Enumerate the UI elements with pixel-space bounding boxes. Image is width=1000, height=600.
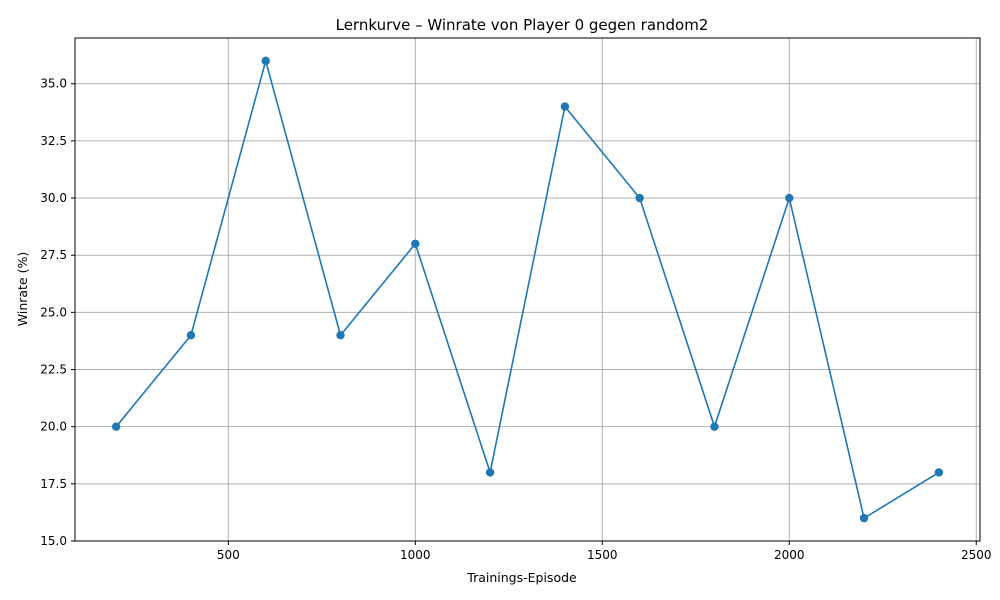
data-point [859, 513, 869, 523]
data-point [261, 56, 270, 66]
data-point [186, 331, 196, 340]
x-tick-label: 500 [217, 548, 240, 562]
y-tick-label: 35.0 [40, 77, 67, 91]
y-tick-label: 32.5 [40, 134, 67, 148]
y-axis-title: Winrate (%) [15, 252, 30, 326]
series-layer [111, 56, 944, 523]
data-point [710, 422, 719, 431]
x-axis-title: Trainings-Episode [466, 570, 577, 585]
y-tick-label: 20.0 [40, 420, 67, 434]
y-tick-label: 17.5 [40, 477, 67, 491]
data-point [934, 468, 944, 477]
y-tick-label: 22.5 [40, 363, 67, 377]
x-tick-label: 1500 [587, 548, 618, 562]
data-point [560, 102, 570, 111]
plot-frame [74, 37, 981, 542]
data-point [411, 239, 420, 248]
chart-title: Lernkurve – Winrate von Player 0 gegen r… [336, 16, 709, 34]
x-tick-label: 1000 [400, 548, 431, 562]
axes: 500 1000 1500 2000 2500 15.0 17.5 20.0 22.5 25.0 2… [40, 37, 992, 562]
x-tick-label: 2500 [961, 548, 992, 562]
data-point [336, 331, 345, 340]
data-point [485, 468, 495, 477]
data-point [785, 193, 794, 203]
series-line [115, 57, 940, 520]
y-tick-label: 25.0 [40, 305, 67, 319]
y-tick-label: 27.5 [40, 248, 67, 262]
data-point [111, 422, 121, 431]
data-point [635, 193, 644, 203]
y-tick-label: 15.0 [40, 534, 67, 548]
x-tick-label: 2000 [774, 548, 805, 562]
y-tick-label: 30.0 [40, 191, 67, 205]
